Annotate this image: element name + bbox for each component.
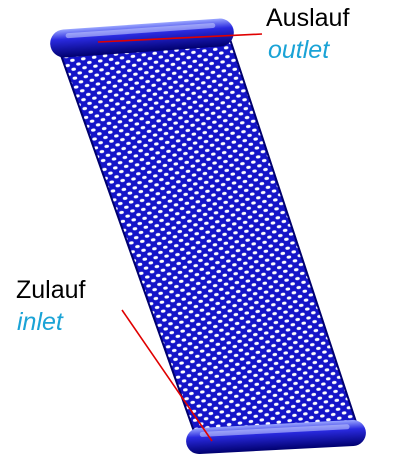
inlet-leader-line <box>121 309 213 442</box>
outlet-leader-line <box>97 33 263 43</box>
inlet-label-german: Zulauf <box>16 276 86 304</box>
inlet-label-english: inlet <box>17 308 63 336</box>
heat-exchanger-plate <box>55 28 360 442</box>
outlet-label-german: Auslauf <box>266 4 350 32</box>
outlet-label-english: outlet <box>268 36 330 64</box>
outlet-header-pipe <box>50 18 234 58</box>
inlet-header-pipe <box>186 419 366 455</box>
